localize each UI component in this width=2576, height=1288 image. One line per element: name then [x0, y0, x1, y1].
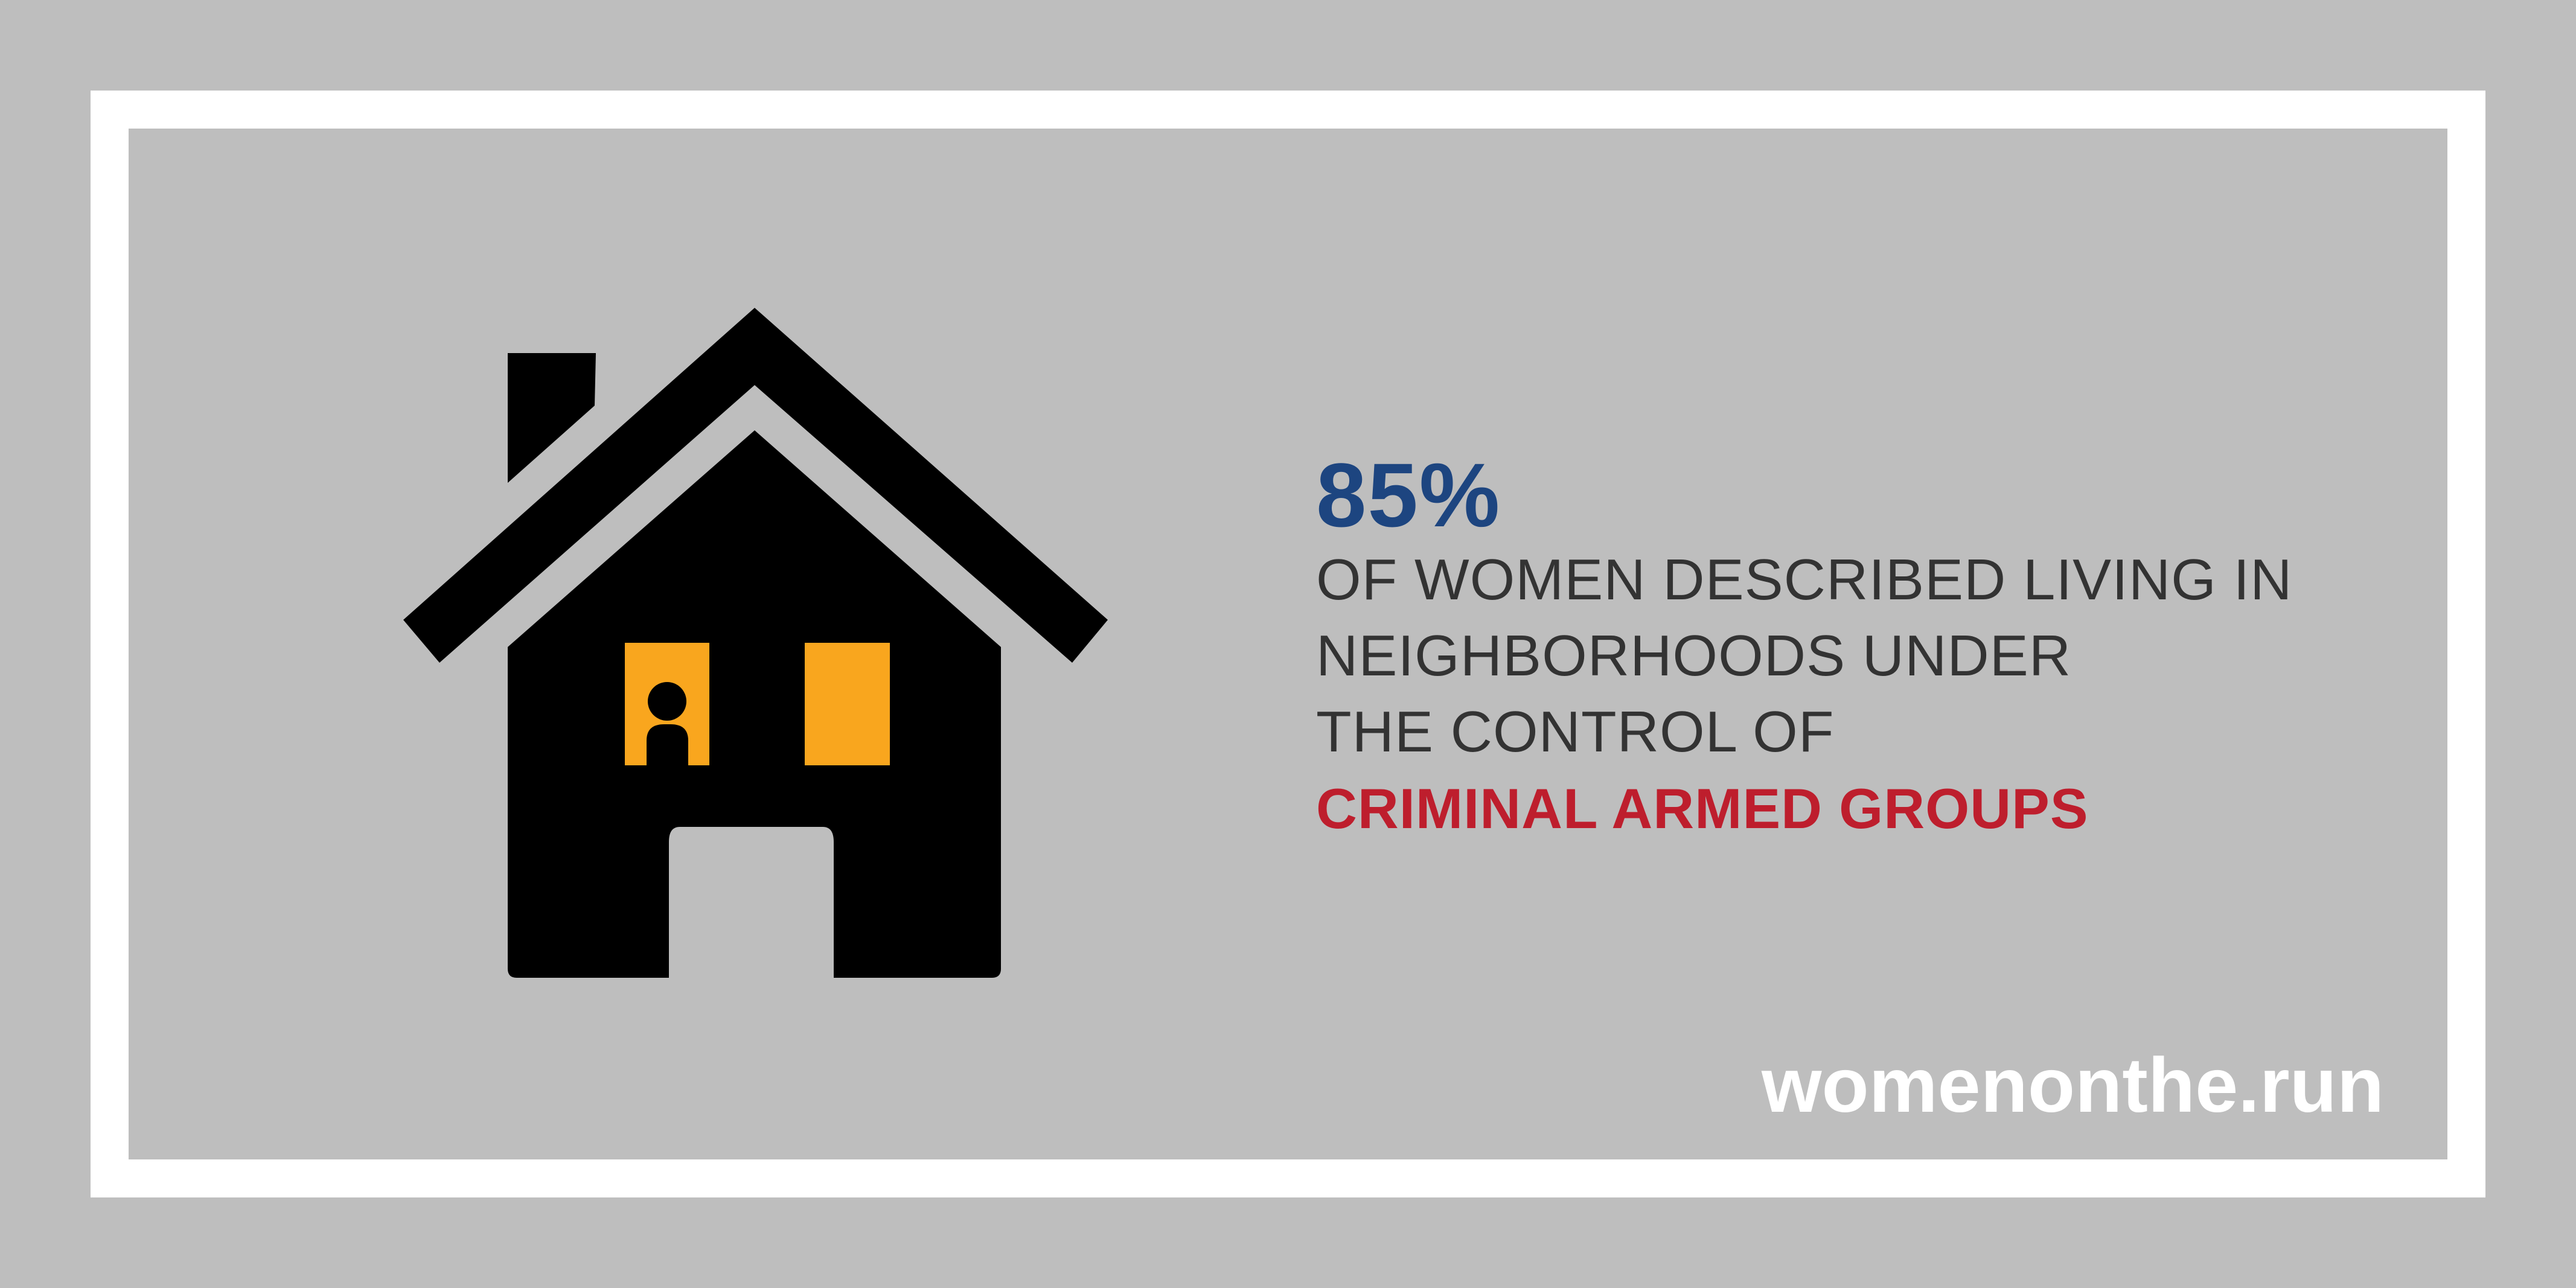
statistic-line-2: NEIGHBORHOODS UNDER — [1316, 623, 2072, 688]
website-url: womenonthe.run — [1761, 1042, 2384, 1129]
statistic-block: 85% OF WOMEN DESCRIBED LIVING IN NEIGHBO… — [1316, 450, 2342, 837]
statistic-line-3: THE CONTROL OF — [1316, 700, 1835, 764]
house-icon — [398, 305, 1111, 981]
roof-shape — [403, 308, 1108, 663]
statistic-highlight: CRIMINAL ARMED GROUPS — [1316, 777, 2089, 840]
statistic-line-1: OF WOMEN DESCRIBED LIVING IN — [1316, 547, 2293, 612]
person-icon — [647, 682, 688, 765]
house-body — [508, 430, 1001, 978]
statistic-percent: 85% — [1316, 444, 1501, 546]
infographic-frame — [91, 91, 2485, 1197]
chimney-shape — [508, 353, 596, 483]
right-window — [805, 643, 890, 765]
